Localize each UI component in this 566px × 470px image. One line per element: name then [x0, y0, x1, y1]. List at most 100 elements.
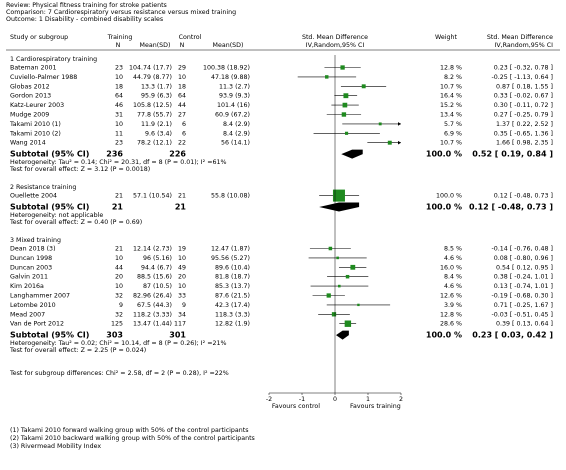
- control-n: 27: [178, 112, 186, 119]
- study-name: Gordon 2013: [10, 93, 51, 100]
- weight-square: [342, 102, 348, 108]
- column-header: Std. Mean Difference: [487, 34, 553, 41]
- training-mean-sd: 104.74 (17.7): [129, 65, 172, 72]
- training-n: 303: [106, 331, 123, 340]
- control-mean-sd: 85.3 (13.7): [215, 283, 250, 290]
- weight: 4.6 %: [444, 283, 462, 290]
- control-n: 22: [178, 140, 186, 147]
- weight: 13.4 %: [440, 112, 462, 119]
- training-n: 31: [115, 112, 123, 119]
- training-n: 11: [115, 130, 123, 137]
- weight-square: [387, 140, 392, 145]
- smd-ci: 0.54 [ 0.12, 0.95 ]: [496, 264, 553, 271]
- control-n: 29: [178, 65, 186, 72]
- training-n: 21: [115, 193, 123, 200]
- control-n: 18: [178, 83, 186, 90]
- subtotal-label: Subtotal (95% CI): [10, 150, 89, 159]
- smd-ci: 0.71 [ -0.25, 1.67 ]: [494, 302, 553, 309]
- subtotal-diamond: [341, 149, 363, 159]
- smd-ci: 1.37 [ 0.22, 2.52 ]: [496, 121, 553, 128]
- control-n: 117: [174, 321, 186, 328]
- weight-square: [340, 65, 345, 70]
- training-n: 20: [115, 274, 123, 281]
- footnote: (1) Takami 2010 forward walking group wi…: [10, 427, 249, 434]
- weight-square: [326, 293, 331, 298]
- weight-square: [344, 131, 349, 135]
- training-n: 125: [111, 321, 123, 328]
- column-header: IV,Random,95% CI: [495, 42, 554, 49]
- control-mean-sd: 100.38 (18.92): [203, 65, 250, 72]
- column-header: Training: [107, 34, 133, 41]
- training-n: 21: [115, 246, 123, 253]
- control-mean-sd: 8.4 (2.9): [223, 130, 250, 137]
- smd-ci: 0.13 [ -0.74, 1.01 ]: [494, 283, 553, 290]
- smd-ci: 0.12 [ -0.48, 0.73 ]: [494, 193, 553, 200]
- control-mean-sd: 56 (14.1): [221, 140, 250, 147]
- favours-right: Favours training: [350, 403, 401, 410]
- control-n: 21: [175, 203, 187, 212]
- training-mean-sd: 44.79 (8.77): [133, 74, 172, 81]
- overall-effect: Test for overall effect: Z = 2.25 (P = 0…: [9, 347, 146, 354]
- training-mean-sd: 67.5 (44.3): [137, 302, 172, 309]
- training-mean-sd: 77.8 (55.7): [137, 112, 172, 119]
- group-label: 2 Resistance training: [10, 184, 76, 191]
- weight-square: [325, 75, 329, 79]
- weight: 12.8 %: [440, 65, 462, 72]
- training-mean-sd: 94.4 (6.7): [141, 264, 172, 271]
- training-mean-sd: 96 (5.16): [143, 255, 172, 262]
- smd-ci: -0.14 [ -0.76, 0.48 ]: [491, 246, 553, 253]
- weight: 15.2 %: [440, 102, 462, 109]
- training-mean-sd: 13.47 (1.44): [133, 321, 172, 328]
- comparison: Comparison: 7 Cardiorespiratory versus r…: [6, 9, 236, 16]
- smd-ci: 1.66 [ 0.98, 2.35 ]: [496, 140, 553, 147]
- column-header: N: [180, 42, 185, 49]
- smd-ci: 0.33 [ -0.02, 0.67 ]: [494, 93, 553, 100]
- control-mean-sd: 81.8 (18.7): [215, 274, 250, 281]
- control-mean-sd: 118.3 (3.3): [215, 311, 250, 318]
- weight: 8.2 %: [444, 74, 462, 81]
- control-mean-sd: 12.47 (1.87): [211, 246, 250, 253]
- weight: 12.6 %: [440, 293, 462, 300]
- weight: 5.7 %: [444, 121, 462, 128]
- study-name: Bateman 2001: [10, 65, 57, 72]
- training-n: 23: [115, 140, 123, 147]
- training-n: 236: [106, 150, 123, 159]
- training-mean-sd: 88.5 (15.6): [137, 274, 172, 281]
- control-n: 6: [182, 121, 186, 128]
- weight-square: [344, 320, 352, 327]
- outcome: Outcome: 1 Disability - combined disabil…: [6, 16, 163, 23]
- smd-ci: 0.30 [ -0.11, 0.72 ]: [494, 102, 553, 109]
- weight: 8.4 %: [444, 274, 462, 281]
- control-n: 10: [178, 283, 186, 290]
- weight: 100.0 %: [436, 193, 462, 200]
- control-mean-sd: 87.6 (21.5): [215, 293, 250, 300]
- training-mean-sd: 13.3 (1.7): [141, 83, 172, 90]
- smd-ci: 0.27 [ -0.25, 0.79 ]: [494, 112, 553, 119]
- weight: 10.7 %: [440, 140, 462, 147]
- training-mean-sd: 11.9 (2.1): [141, 121, 172, 128]
- study-name: Ouellette 2004: [10, 193, 57, 200]
- training-mean-sd: 57.1 (10.54): [133, 193, 172, 200]
- training-mean-sd: 95.9 (6.3): [141, 93, 172, 100]
- subtotal-label: Subtotal (95% CI): [10, 331, 89, 340]
- control-n: 64: [178, 93, 186, 100]
- column-header: Weight: [435, 34, 457, 41]
- control-n: 49: [178, 264, 186, 271]
- smd-ci: 0.35 [ -0.65, 1.36 ]: [494, 130, 553, 137]
- column-header: Study or subgroup: [10, 34, 68, 41]
- weight-square: [343, 93, 349, 99]
- study-name: Letombe 2010: [10, 302, 56, 309]
- training-n: 9: [119, 302, 123, 309]
- training-mean-sd: 118.2 (3.33): [133, 311, 172, 318]
- control-mean-sd: 89.6 (10.4): [215, 264, 250, 271]
- control-mean-sd: 55.8 (10.08): [211, 193, 250, 200]
- weight: 28.6 %: [440, 321, 462, 328]
- weight-square: [378, 122, 382, 126]
- control-n: 9: [182, 302, 186, 309]
- training-n: 32: [115, 293, 123, 300]
- control-n: 226: [169, 150, 186, 159]
- study-name: Kim 2016a: [10, 283, 44, 290]
- control-mean-sd: 93.9 (9.3): [219, 93, 250, 100]
- training-n: 18: [115, 83, 123, 90]
- ci-arrow: [398, 122, 401, 126]
